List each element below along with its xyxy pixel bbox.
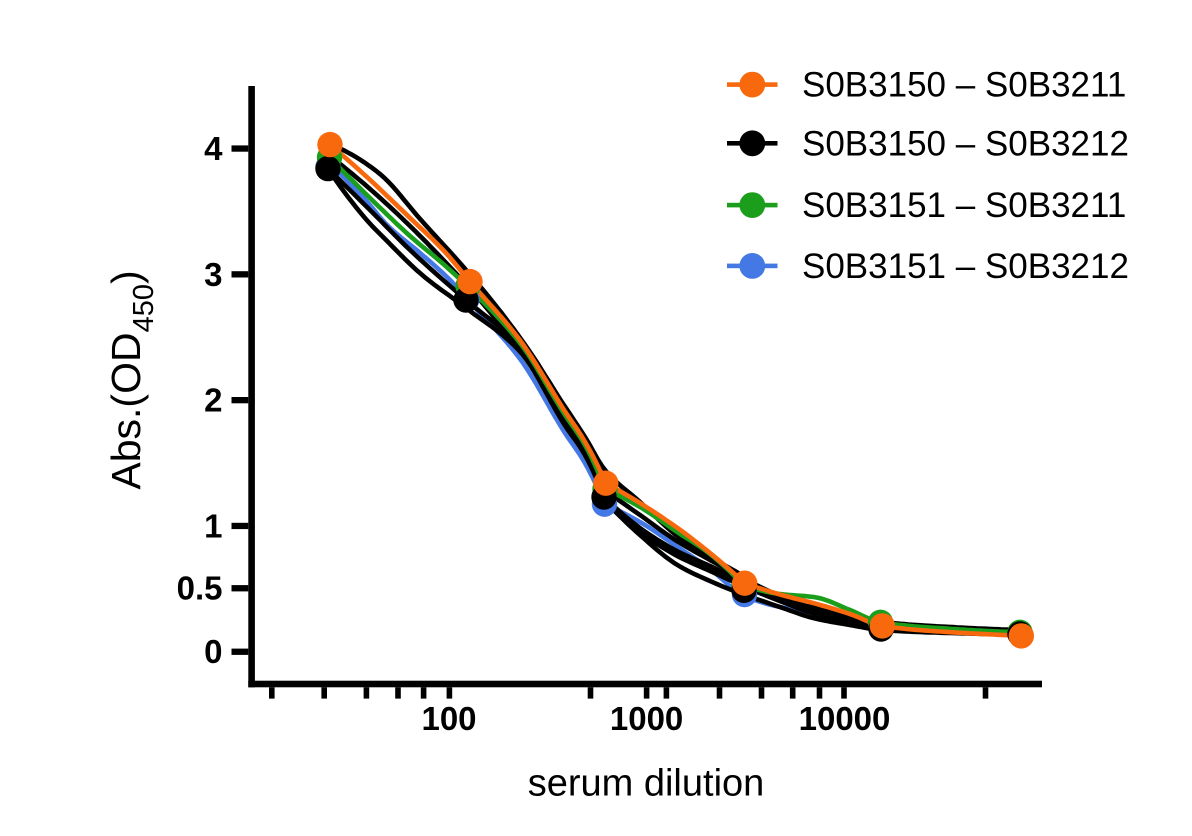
svg-text:S0B3150 – S0B3212: S0B3150 – S0B3212 (802, 124, 1129, 163)
svg-text:1: 1 (204, 507, 222, 544)
svg-text:100: 100 (421, 700, 476, 737)
svg-text:S0B3151 – S0B3212: S0B3151 – S0B3212 (802, 247, 1129, 286)
svg-text:0.5: 0.5 (177, 570, 223, 607)
svg-text:S0B3151 – S0B3211: S0B3151 – S0B3211 (802, 186, 1126, 225)
svg-text:1000: 1000 (610, 700, 683, 737)
svg-text:4: 4 (204, 130, 223, 167)
svg-text:2: 2 (204, 382, 222, 419)
svg-text:3: 3 (204, 256, 222, 293)
svg-text:0: 0 (204, 633, 222, 670)
svg-text:S0B3150 – S0B3211: S0B3150 – S0B3211 (802, 66, 1126, 105)
svg-text:10000: 10000 (799, 700, 891, 737)
svg-text:serum dilution: serum dilution (528, 763, 765, 805)
